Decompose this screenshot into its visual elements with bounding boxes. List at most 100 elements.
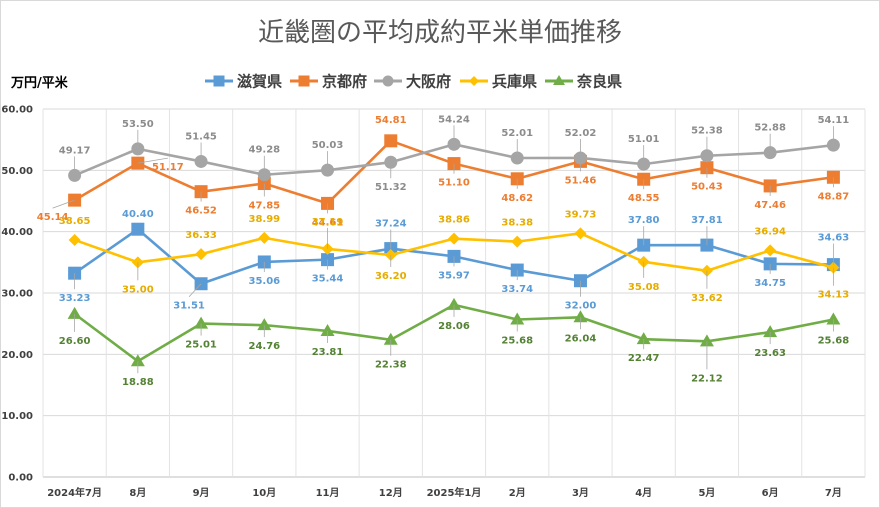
x-tick-label: 8月	[129, 487, 146, 499]
data-point	[448, 232, 460, 245]
data-label: 37.19	[312, 217, 344, 228]
y-tick-label: 0.00	[8, 473, 33, 484]
chart-title: 近畿圏の平均成約平米単価推移	[258, 18, 622, 48]
x-tick-label: 11月	[316, 487, 340, 499]
data-label: 54.11	[818, 115, 850, 126]
y-tick-label: 20.00	[1, 350, 33, 361]
data-point	[447, 297, 461, 310]
data-point	[195, 248, 208, 261]
data-label: 38.38	[501, 218, 533, 229]
data-point	[573, 310, 588, 323]
legend-marker	[469, 76, 479, 86]
data-label: 48.55	[628, 193, 660, 204]
data-label: 22.12	[691, 373, 723, 384]
x-tick-label: 5月	[698, 487, 715, 499]
legend: 滋賀県 京都府 大阪府 兵庫県 奈良県	[205, 73, 622, 91]
legend-label: 兵庫県	[492, 73, 537, 91]
x-tick-label: 2月	[509, 487, 526, 499]
data-point	[130, 354, 145, 367]
data-label: 51.10	[438, 178, 470, 189]
x-tick-label: 4月	[635, 487, 652, 499]
data-label: 36.33	[185, 230, 217, 241]
data-label: 35.44	[312, 274, 344, 285]
data-label: 36.94	[754, 226, 786, 237]
data-point	[320, 323, 335, 336]
data-label: 36.20	[375, 271, 407, 282]
data-label: 22.47	[628, 353, 660, 364]
data-label: 51.17	[152, 162, 184, 173]
data-point	[67, 306, 82, 319]
data-label: 38.65	[59, 216, 91, 227]
data-label: 46.52	[185, 206, 217, 217]
y-tick-label: 30.00	[1, 289, 33, 300]
data-label: 51.46	[565, 175, 597, 186]
data-label: 33.62	[691, 293, 723, 304]
legend-label: 京都府	[322, 73, 367, 91]
data-label: 48.62	[501, 193, 533, 204]
data-label: 37.80	[628, 215, 660, 226]
data-labels: 33.23 40.40 31.51 35.06 35.44 37.24 35.97 33.74…	[37, 114, 849, 388]
x-tick-label: 2024年7月	[47, 486, 102, 499]
data-label: 24.76	[248, 341, 280, 352]
data-point	[826, 312, 841, 325]
data-point	[764, 244, 777, 257]
data-label: 53.50	[122, 119, 154, 130]
legend-marker	[382, 75, 394, 87]
legend-marker	[213, 75, 225, 87]
data-point	[131, 222, 145, 236]
data-label: 38.99	[248, 214, 280, 225]
data-label: 25.68	[501, 335, 533, 346]
data-label: 52.38	[691, 126, 723, 137]
data-point	[68, 233, 81, 246]
x-tick-label: 3月	[572, 487, 589, 499]
legend-label: 滋賀県	[237, 73, 282, 91]
y-tick-label: 50.00	[1, 166, 33, 177]
data-label: 54.81	[375, 115, 407, 126]
y-axis-unit-label: 万円/平米	[10, 75, 69, 91]
data-label: 32.00	[565, 301, 597, 312]
x-tick-label: 2025年1月	[427, 486, 482, 499]
axes: 0.00 10.00 20.00 30.00 40.00 50.00 60.00 2024年7…	[1, 105, 842, 500]
data-label: 52.88	[754, 123, 786, 134]
data-label: 35.97	[438, 270, 470, 281]
data-point	[194, 316, 209, 329]
data-label: 35.06	[248, 276, 280, 287]
x-tick-label: 12月	[379, 487, 403, 499]
data-label: 50.03	[312, 140, 344, 151]
data-label: 25.68	[818, 335, 850, 346]
data-label: 49.28	[248, 145, 280, 156]
legend-marker	[298, 75, 310, 87]
data-label: 39.73	[565, 209, 597, 220]
legend-marker	[553, 75, 565, 85]
x-tick-label: 10月	[252, 487, 276, 499]
data-point	[636, 332, 651, 345]
data-label: 34.75	[754, 278, 786, 289]
data-label: 51.32	[375, 182, 407, 193]
data-point	[257, 318, 272, 331]
data-label: 23.81	[312, 347, 344, 358]
data-label: 40.40	[122, 209, 154, 220]
data-label: 49.17	[59, 145, 91, 156]
data-label: 25.01	[185, 340, 217, 351]
data-label: 51.01	[628, 134, 660, 145]
label-leader-line	[52, 199, 75, 209]
data-point	[384, 134, 398, 148]
data-label: 52.02	[565, 128, 597, 139]
data-point	[511, 235, 524, 248]
data-label: 35.00	[122, 284, 154, 295]
data-label: 45.14	[37, 212, 69, 223]
data-label: 47.85	[248, 201, 280, 212]
data-label: 51.45	[185, 131, 217, 142]
data-label: 33.23	[59, 293, 91, 304]
data-point	[258, 231, 271, 244]
label-leader-line	[188, 283, 202, 298]
data-label: 22.38	[375, 360, 407, 371]
data-label: 28.06	[438, 321, 470, 332]
data-point	[383, 332, 398, 345]
data-label: 35.08	[628, 282, 660, 293]
y-tick-label: 40.00	[1, 227, 33, 238]
data-label: 31.51	[173, 301, 205, 312]
data-point	[763, 325, 778, 338]
